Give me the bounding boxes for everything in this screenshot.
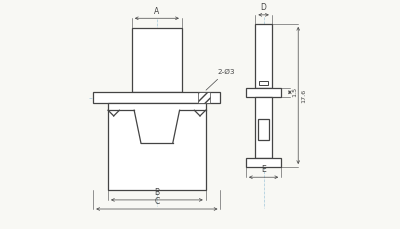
Text: E: E	[261, 166, 266, 174]
Text: D: D	[261, 3, 266, 12]
Bar	[259, 81, 268, 85]
Text: C: C	[154, 197, 160, 206]
Bar	[256, 97, 272, 158]
Bar	[246, 87, 281, 97]
Text: 2-Ø3: 2-Ø3	[206, 69, 234, 90]
Bar	[108, 104, 206, 190]
Text: B: B	[154, 188, 160, 197]
Bar	[256, 24, 272, 87]
Bar	[246, 158, 281, 167]
Bar	[198, 92, 210, 104]
Bar	[93, 92, 220, 104]
Text: 17.6: 17.6	[301, 88, 306, 103]
Bar	[258, 119, 269, 140]
Text: 1.5: 1.5	[292, 87, 298, 97]
Bar	[132, 28, 182, 92]
Text: A: A	[154, 7, 160, 16]
